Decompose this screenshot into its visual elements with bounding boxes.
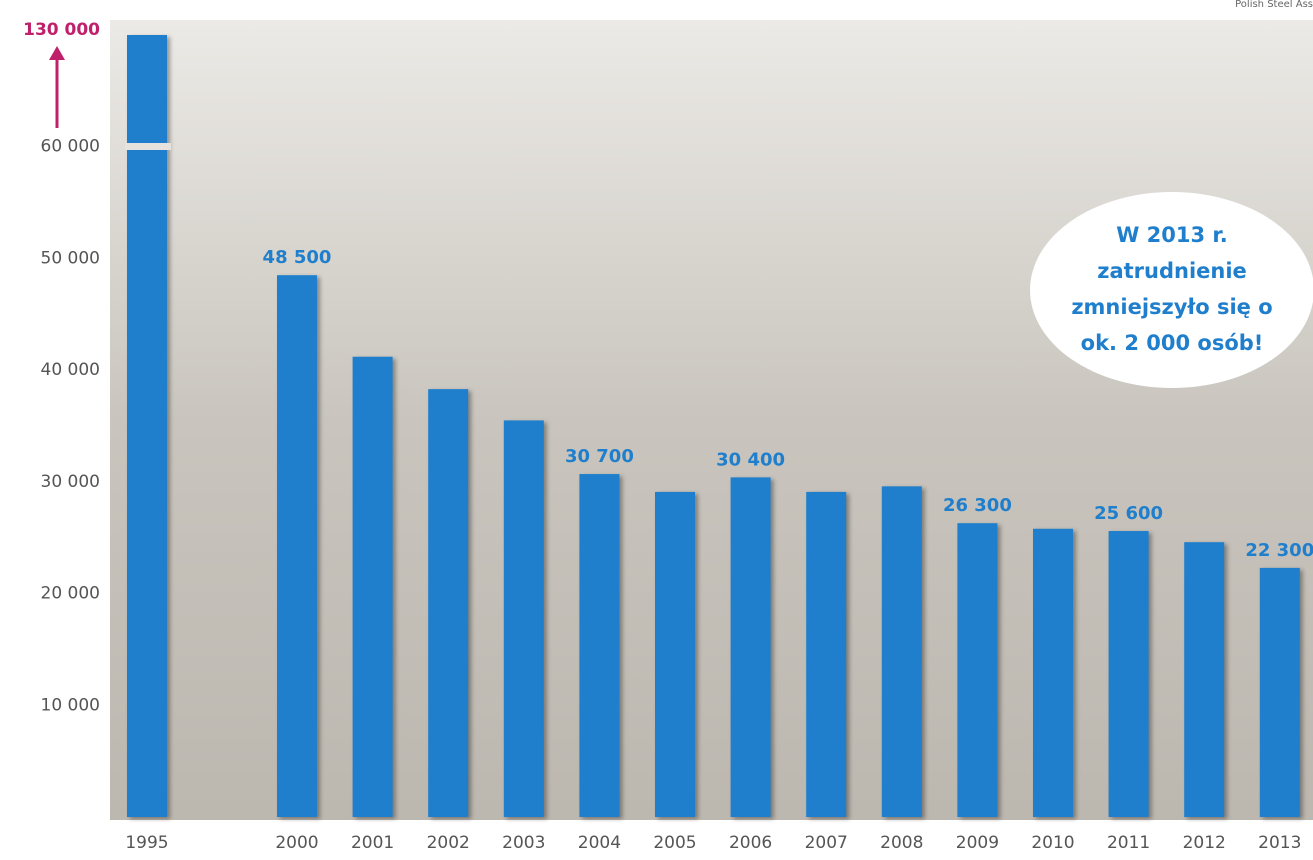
bar xyxy=(730,477,771,817)
x-tick-label: 2006 xyxy=(729,833,772,853)
value-label: 26 300 xyxy=(943,495,1012,516)
x-tick-label: 2011 xyxy=(1107,833,1150,853)
callout-bubble xyxy=(1030,192,1313,388)
annotation-line: zmniejszyło się o xyxy=(1071,295,1272,319)
y-tick-label: 20 000 xyxy=(41,584,100,604)
annotation-line: zatrudnienie xyxy=(1097,259,1247,283)
x-tick-label: 2000 xyxy=(275,833,318,853)
bar xyxy=(655,491,695,817)
bar xyxy=(1184,542,1225,817)
bar xyxy=(957,523,998,817)
bar xyxy=(1259,567,1300,817)
x-tick-label: 2008 xyxy=(880,833,923,853)
x-tick-label: 2002 xyxy=(427,833,470,853)
y-tick-label: 10 000 xyxy=(41,695,100,715)
x-tick-label: 2010 xyxy=(1031,833,1074,853)
bar xyxy=(503,420,544,817)
x-tick-label: 2007 xyxy=(805,833,848,853)
bar xyxy=(277,275,317,818)
x-tick-label: 2013 xyxy=(1258,833,1301,853)
x-tick-label: 2004 xyxy=(578,833,621,853)
annotation-line: ok. 2 000 osób! xyxy=(1081,331,1264,355)
bar-break xyxy=(125,143,171,150)
axis-break-arrowhead xyxy=(49,46,65,60)
value-label: 48 500 xyxy=(263,247,332,268)
x-tick-label: 2001 xyxy=(351,833,394,853)
annotation-line: W 2013 r. xyxy=(1116,223,1228,247)
bar xyxy=(806,491,847,817)
y-tick-label: 60 000 xyxy=(41,137,100,157)
bar xyxy=(1033,528,1073,817)
axis-break-label: 130 000 xyxy=(23,20,100,40)
bar xyxy=(579,474,620,817)
value-label: 22 300 xyxy=(1245,540,1313,561)
y-tick-label: 30 000 xyxy=(41,472,100,492)
bar xyxy=(352,356,393,817)
x-tick-label: 1995 xyxy=(125,833,168,853)
source: Polish Steel Ass xyxy=(1235,0,1313,10)
value-label: 30 700 xyxy=(565,446,634,467)
value-label: 30 400 xyxy=(716,449,785,470)
value-label: 25 600 xyxy=(1094,503,1163,524)
x-tick-label: 2003 xyxy=(502,833,545,853)
bar xyxy=(881,486,922,817)
y-tick-label: 40 000 xyxy=(41,360,100,380)
x-tick-label: 2005 xyxy=(653,833,696,853)
x-tick-label: 2009 xyxy=(956,833,999,853)
y-tick-label: 50 000 xyxy=(41,248,100,268)
bar xyxy=(1108,531,1149,817)
bar xyxy=(127,35,167,817)
x-tick-label: 2012 xyxy=(1183,833,1226,853)
bar xyxy=(428,389,469,817)
